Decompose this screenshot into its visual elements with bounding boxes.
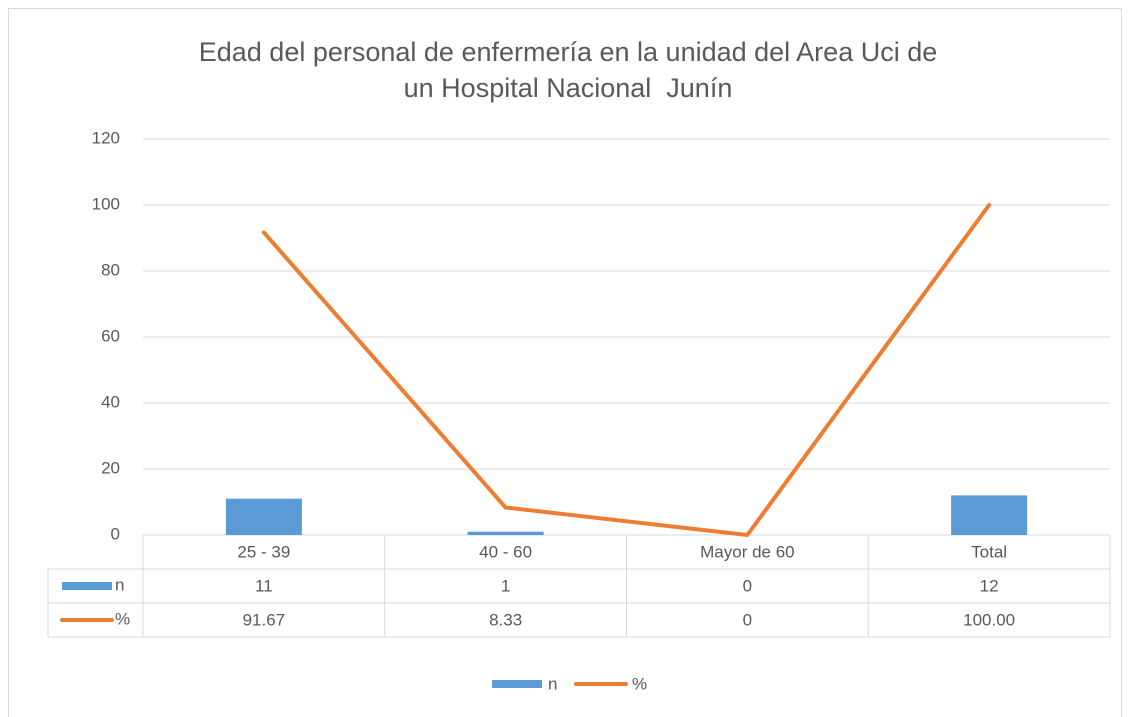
table-cell: 0 xyxy=(743,576,752,595)
chart-border xyxy=(8,8,1122,717)
table-cell: 12 xyxy=(980,576,999,595)
y-tick-label: 100 xyxy=(92,194,120,213)
y-tick-label: 120 xyxy=(92,128,120,147)
legend-key xyxy=(492,680,542,688)
legend-label: n xyxy=(548,674,557,693)
line xyxy=(261,203,992,537)
chart-title: un Hospital Nacional Junín xyxy=(404,73,733,103)
bar xyxy=(467,531,544,535)
table-cell: 1 xyxy=(501,576,510,595)
table-cell: 0 xyxy=(743,610,752,629)
y-tick-label: 0 xyxy=(111,524,120,543)
table-cell: 91.67 xyxy=(243,610,286,629)
y-tick-label: 40 xyxy=(101,392,120,411)
legend-label: % xyxy=(632,674,647,693)
table-legend-key xyxy=(62,582,112,590)
x-tick-label: 40 - 60 xyxy=(479,542,532,561)
x-tick-label: Total xyxy=(971,542,1007,561)
bar xyxy=(225,498,302,535)
table-cell: 11 xyxy=(255,576,273,595)
table-series-name: % xyxy=(115,609,130,628)
y-tick-label: 60 xyxy=(101,326,120,345)
table-cell: 8.33 xyxy=(489,610,522,629)
x-tick-label: Mayor de 60 xyxy=(700,542,795,561)
table-cell: 100.00 xyxy=(963,610,1015,629)
chart-title: Edad del personal de enfermería en la un… xyxy=(199,37,938,67)
bar xyxy=(951,495,1028,535)
x-tick-label: 25 - 39 xyxy=(237,542,290,561)
y-tick-label: 20 xyxy=(101,458,120,477)
y-tick-label: 80 xyxy=(101,260,120,279)
table-series-name: n xyxy=(115,575,124,594)
